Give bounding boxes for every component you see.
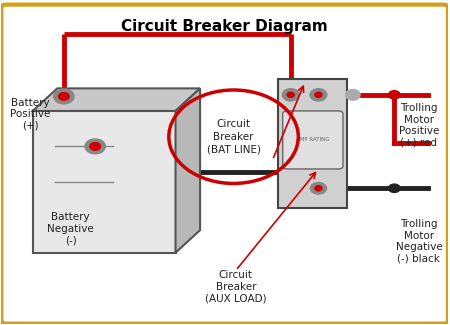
Text: AMP RATING: AMP RATING <box>296 137 329 142</box>
Circle shape <box>315 92 322 98</box>
FancyBboxPatch shape <box>33 111 176 253</box>
Circle shape <box>54 89 74 104</box>
Text: Circuit
Breaker
(AUX LOAD): Circuit Breaker (AUX LOAD) <box>205 270 266 303</box>
Text: Trolling
Motor
Positive
(+) red: Trolling Motor Positive (+) red <box>399 103 439 148</box>
Circle shape <box>315 186 322 191</box>
Circle shape <box>388 91 400 99</box>
FancyBboxPatch shape <box>278 79 347 208</box>
Text: Battery
Negative
(-): Battery Negative (-) <box>47 212 94 245</box>
Circle shape <box>90 143 100 150</box>
Text: Circuit
Breaker
(BAT LINE): Circuit Breaker (BAT LINE) <box>207 119 261 155</box>
Circle shape <box>283 89 299 101</box>
Text: Circuit Breaker Diagram: Circuit Breaker Diagram <box>121 19 328 34</box>
Text: Battery
Positive
(+): Battery Positive (+) <box>10 98 50 131</box>
FancyBboxPatch shape <box>1 5 448 324</box>
Circle shape <box>58 93 69 100</box>
Circle shape <box>287 92 294 98</box>
Circle shape <box>310 89 326 101</box>
Circle shape <box>310 182 326 194</box>
Circle shape <box>346 90 360 100</box>
FancyBboxPatch shape <box>283 111 343 169</box>
Text: Trolling
Motor
Negative
(-) black: Trolling Motor Negative (-) black <box>396 219 442 264</box>
Polygon shape <box>33 88 200 111</box>
Polygon shape <box>176 88 200 253</box>
Circle shape <box>388 184 400 192</box>
Circle shape <box>86 139 105 153</box>
